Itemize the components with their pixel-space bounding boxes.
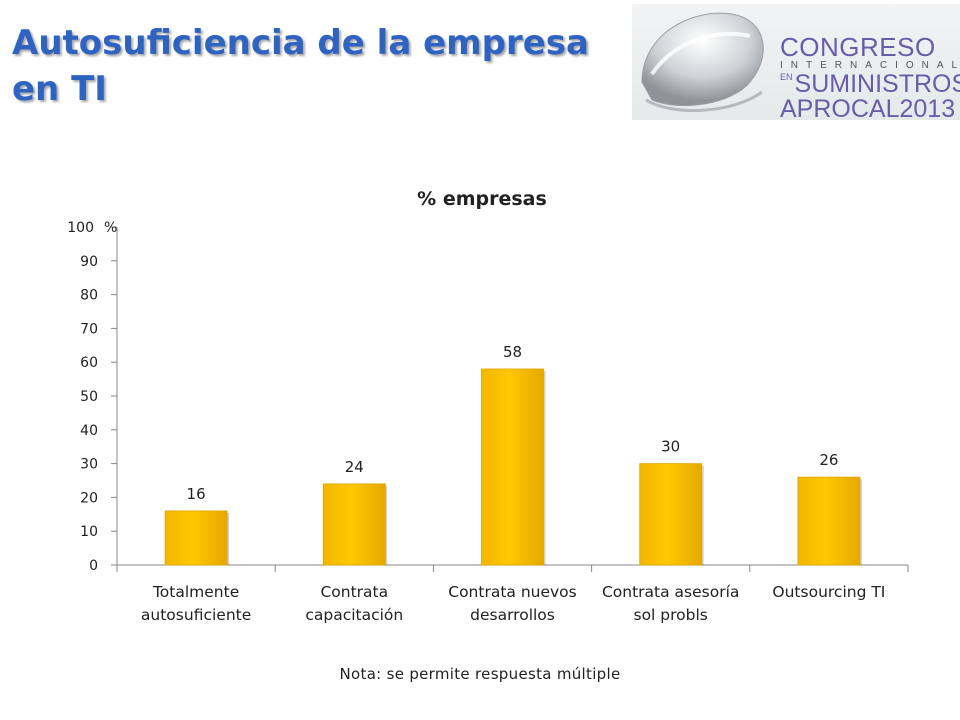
y-unit-label: % [104, 220, 117, 236]
data-label: 24 [345, 458, 364, 476]
x-category-label: autosuficiente [141, 606, 251, 624]
bar [164, 510, 228, 566]
y-tick-label: 80 [80, 288, 98, 304]
x-category-label: desarrollos [470, 606, 555, 624]
footnote: Nota: se permite respuesta múltiple [339, 665, 621, 683]
logo-emblem-icon [641, 12, 764, 112]
bar [797, 476, 861, 566]
congreso-logo: CONGRESO INTERNACIONAL ENSUMINISTROS APR… [632, 4, 960, 120]
logo-text: CONGRESO INTERNACIONAL ENSUMINISTROS APR… [780, 34, 960, 120]
data-label: 30 [661, 438, 680, 456]
x-category-label: sol probls [634, 606, 708, 624]
logo-line4: APROCAL2013 [780, 95, 956, 121]
y-tick-label: 40 [80, 423, 98, 439]
y-tick-label: 60 [80, 355, 98, 371]
y-tick-label: 20 [80, 490, 98, 506]
data-label: 26 [819, 451, 838, 469]
bar [322, 483, 386, 566]
bar [481, 368, 544, 566]
bar-chart: % empresas 0 10 20 30 40 50 60 70 80 90 100 % 16 Total… [67, 188, 909, 624]
y-tick-label: 90 [80, 254, 98, 270]
y-tick-label: 30 [80, 457, 98, 473]
data-label: 58 [503, 343, 522, 361]
slide-title: Autosuficiencia de la empresa en TI [12, 20, 612, 112]
data-label: 16 [187, 485, 206, 503]
x-category-label: Totalmente [152, 583, 239, 601]
bar [639, 463, 703, 566]
chart-title: % empresas [417, 188, 547, 210]
slide-title-line1: Autosuficiencia de la empresa [12, 23, 589, 63]
y-tick-label: 70 [80, 321, 98, 337]
logo-line2: INTERNACIONAL [780, 60, 960, 71]
logo-line3-prefix: EN [780, 72, 793, 82]
logo-line1: CONGRESO [780, 32, 936, 62]
x-category-label: Contrata nuevos [448, 583, 577, 601]
logo-line3-main: SUMINISTROS [794, 70, 960, 98]
x-category-label: Outsourcing TI [772, 583, 885, 601]
x-category-label: capacitación [305, 606, 403, 624]
x-category-label: Contrata asesoría [602, 583, 739, 601]
y-tick-label: 10 [80, 524, 98, 540]
slide-title-line2: en TI [12, 69, 107, 109]
y-tick-label: 100 [67, 220, 94, 236]
logo-line3: ENSUMINISTROS [780, 72, 960, 97]
x-category-label: Contrata [320, 583, 388, 601]
y-tick-label: 0 [89, 558, 98, 574]
y-tick-label: 50 [80, 389, 98, 405]
